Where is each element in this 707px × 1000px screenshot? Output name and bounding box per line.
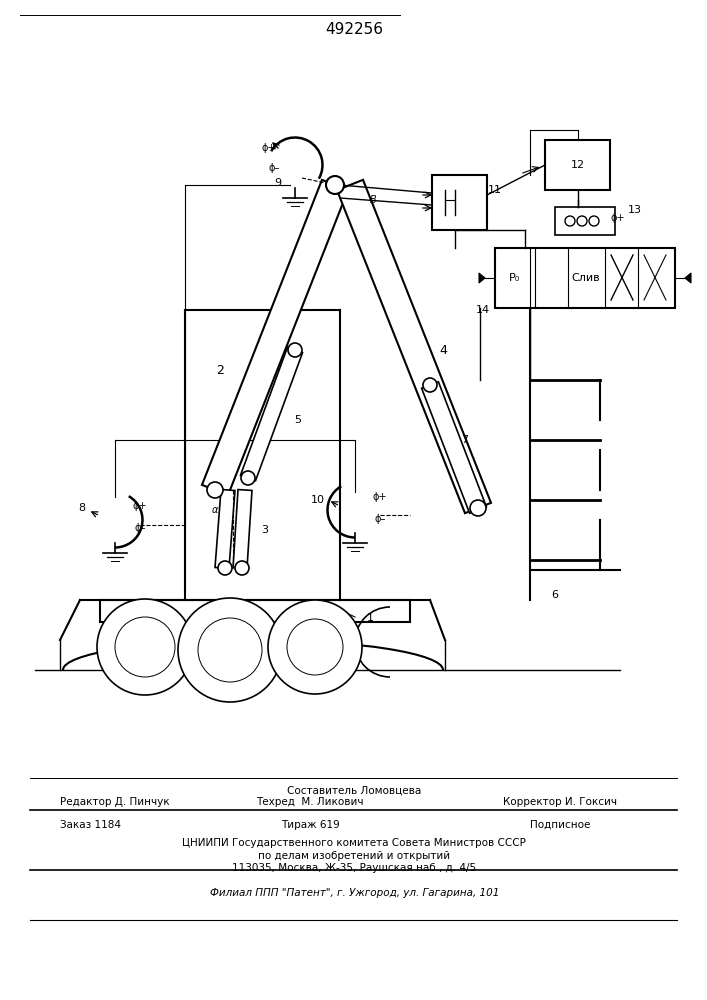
Text: Подписное: Подписное [530,820,590,830]
Circle shape [565,216,575,226]
Circle shape [326,176,344,194]
Text: 3: 3 [262,525,269,535]
Polygon shape [215,489,235,569]
Text: 14: 14 [476,305,490,315]
Bar [495,248,675,308]
Text: α: α [212,505,218,515]
Text: ϕ–: ϕ– [134,523,146,533]
Text: 1: 1 [366,613,373,623]
Text: Составитель Ломовцева: Составитель Ломовцева [287,786,421,796]
Circle shape [207,482,223,498]
Text: 13: 13 [628,205,642,215]
Text: Редактор Д. Пинчук: Редактор Д. Пинчук [60,797,170,807]
Text: ϕ+: ϕ+ [262,143,276,153]
Polygon shape [240,347,303,481]
Text: ϕ+: ϕ+ [133,501,147,511]
Polygon shape [685,273,691,283]
Text: Техред  М. Ликович: Техред М. Ликович [256,797,363,807]
Text: по делам изобретений и открытий: по делам изобретений и открытий [258,851,450,861]
Polygon shape [421,382,486,513]
Text: 5: 5 [295,415,301,425]
Circle shape [218,561,232,575]
Text: ϕ–: ϕ– [269,163,280,173]
Text: Корректор И. Гоксич: Корректор И. Гоксич [503,797,617,807]
Text: ЦНИИПИ Государственного комитета Совета Министров СССР: ЦНИИПИ Государственного комитета Совета … [182,838,526,848]
Text: Слив: Слив [572,273,600,283]
Text: P₀: P₀ [509,273,520,283]
Circle shape [198,618,262,682]
Text: Заказ 1184: Заказ 1184 [60,820,121,830]
Polygon shape [479,273,485,283]
Bar [555,207,615,235]
Circle shape [97,599,193,695]
Text: Филиал ППП "Патент", г. Ужгород, ул. Гагарина, 101: Филиал ППП "Патент", г. Ужгород, ул. Гаг… [210,888,499,898]
Text: ϕ+: ϕ+ [373,492,387,502]
Polygon shape [233,490,252,568]
Bar [432,175,487,230]
Bar [100,600,410,622]
Text: 2: 2 [216,363,224,376]
Text: 7: 7 [462,435,469,445]
Polygon shape [202,180,348,495]
Circle shape [235,561,249,575]
Circle shape [470,500,486,516]
Polygon shape [337,180,491,513]
Circle shape [589,216,599,226]
Circle shape [241,471,255,485]
Circle shape [268,600,362,694]
Text: Тираж 619: Тираж 619 [281,820,339,830]
Bar [545,140,610,190]
Text: 6: 6 [551,590,559,600]
Text: ϕ+: ϕ+ [611,213,625,223]
Text: 492256: 492256 [325,22,383,37]
Circle shape [288,343,302,357]
Text: 9: 9 [274,178,281,188]
Text: 113035, Москва, Ж-35, Раушская наб., д. 4/5: 113035, Москва, Ж-35, Раушская наб., д. … [232,863,476,873]
Circle shape [115,617,175,677]
Circle shape [178,598,282,702]
Text: 11: 11 [488,185,502,195]
Circle shape [577,216,587,226]
Text: 4: 4 [439,344,447,357]
Text: B: B [370,195,376,205]
Text: 12: 12 [571,160,585,170]
Text: ϕ–: ϕ– [374,514,386,524]
Text: 8: 8 [78,503,85,513]
Text: 10: 10 [311,495,325,505]
Circle shape [287,619,343,675]
Circle shape [423,378,437,392]
